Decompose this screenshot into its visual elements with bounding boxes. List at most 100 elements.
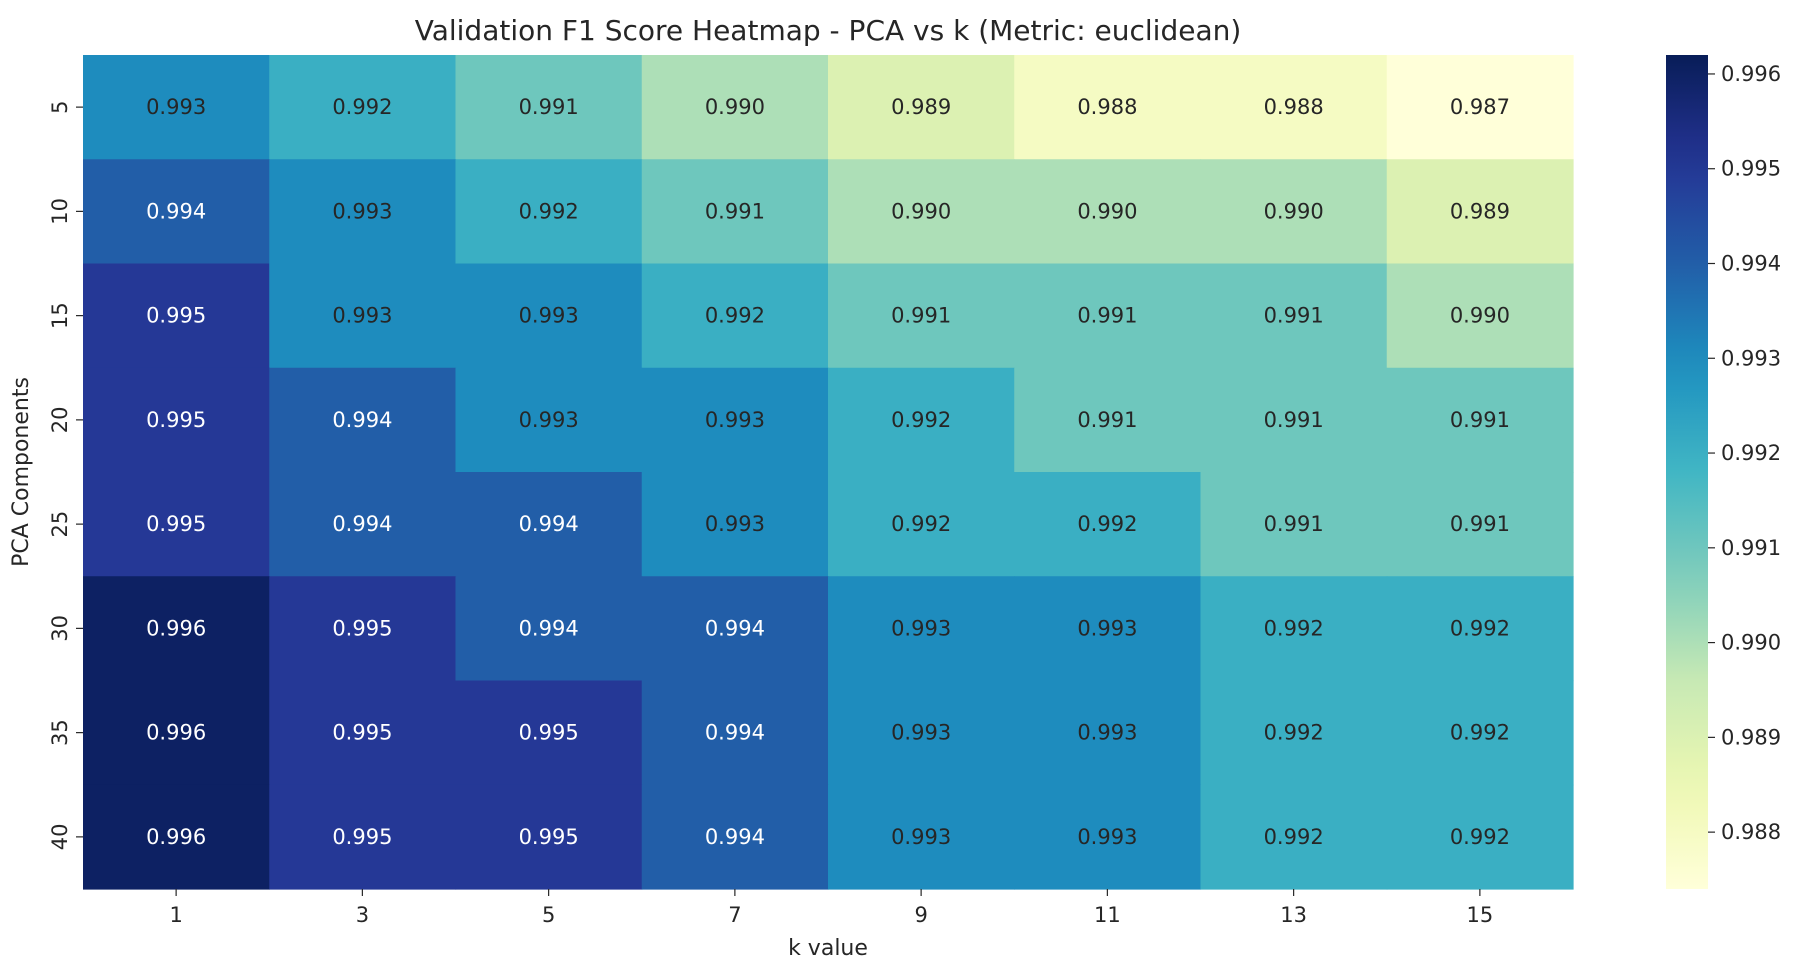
heatmap-cell	[1386, 55, 1574, 160]
cell-value-label: 0.991	[705, 199, 765, 223]
cell-value-label: 0.995	[146, 304, 206, 328]
heatmap-cell	[83, 55, 270, 160]
heatmap-cell	[828, 55, 1015, 160]
heatmap-cell	[1386, 784, 1574, 890]
x-tick-label: 15	[1467, 903, 1494, 927]
heatmap-cell	[641, 680, 829, 786]
colorbar-ticks: 0.988 0.989 0.990 0.991 0.992 0.993 0.994 0.995…	[1708, 62, 1781, 844]
heatmap-cell	[641, 784, 829, 890]
heatmap-cell	[1200, 576, 1388, 682]
x-tick-label: 5	[542, 903, 555, 927]
heatmap-cells: 0.993 0.992 0.991 0.990 0.989 0.988 0.988 0.987…	[83, 55, 1574, 890]
cell-value-label: 0.994	[519, 616, 579, 640]
y-tick-label: 15	[48, 302, 72, 329]
heatmap-cell	[1014, 55, 1202, 160]
heatmap-cell	[455, 784, 643, 890]
cell-value-label: 0.991	[1264, 304, 1324, 328]
heatmap-cell	[455, 367, 643, 473]
heatmap-cell	[1386, 367, 1574, 473]
colorbar-tick-label: 0.993	[1721, 346, 1781, 370]
heatmap-cell	[269, 367, 457, 473]
cell-value-label: 0.995	[519, 825, 579, 849]
heatmap-cell	[1386, 159, 1574, 265]
heatmap-cell	[1200, 367, 1388, 473]
heatmap-cell	[641, 55, 829, 160]
y-tick-label: 5	[48, 100, 72, 113]
cell-value-label: 0.993	[519, 408, 579, 432]
colorbar-tick-label: 0.990	[1721, 631, 1781, 655]
heatmap-cell	[1014, 263, 1202, 369]
heatmap-cell	[1386, 680, 1574, 786]
cell-value-label: 0.989	[891, 95, 951, 119]
heatmap-cell	[83, 472, 270, 577]
heatmap-cell	[641, 472, 829, 577]
cell-value-label: 0.993	[891, 721, 951, 745]
heatmap-cell	[1014, 680, 1202, 786]
cell-value-label: 0.992	[1264, 721, 1324, 745]
cell-value-label: 0.996	[146, 721, 206, 745]
cell-value-label: 0.991	[1264, 512, 1324, 536]
heatmap-cell	[455, 263, 643, 369]
cell-value-label: 0.988	[1264, 95, 1324, 119]
heatmap-cell	[83, 680, 270, 786]
y-tick-label: 35	[48, 719, 72, 746]
heatmap-cell	[269, 680, 457, 786]
cell-value-label: 0.992	[519, 199, 579, 223]
cell-value-label: 0.994	[332, 512, 392, 536]
heatmap-cell	[1014, 367, 1202, 473]
colorbar-tick-label: 0.995	[1721, 157, 1781, 181]
cell-value-label: 0.993	[332, 304, 392, 328]
heatmap-cell	[83, 263, 270, 369]
cell-value-label: 0.992	[1077, 512, 1137, 536]
cell-value-label: 0.990	[1450, 304, 1510, 328]
heatmap-cell	[455, 576, 643, 682]
heatmap-cell	[1386, 576, 1574, 682]
y-tick-label: 25	[48, 511, 72, 538]
cell-value-label: 0.993	[1077, 721, 1137, 745]
cell-value-label: 0.993	[891, 616, 951, 640]
cell-value-label: 0.994	[146, 199, 206, 223]
heatmap-cell	[1200, 680, 1388, 786]
cell-value-label: 0.996	[146, 616, 206, 640]
heatmap-cell	[455, 472, 643, 577]
cell-value-label: 0.992	[891, 408, 951, 432]
cell-value-label: 0.993	[519, 304, 579, 328]
chart-title: Validation F1 Score Heatmap - PCA vs k (…	[415, 14, 1242, 47]
colorbar-tick-label: 0.992	[1721, 441, 1781, 465]
heatmap-cell	[1014, 784, 1202, 890]
heatmap-cell	[828, 784, 1015, 890]
heatmap-cell	[641, 159, 829, 265]
heatmap-cell	[269, 263, 457, 369]
colorbar-tick-label: 0.996	[1721, 62, 1781, 86]
cell-value-label: 0.993	[1077, 616, 1137, 640]
heatmap-cell	[83, 784, 270, 890]
cell-value-label: 0.990	[705, 95, 765, 119]
cell-value-label: 0.993	[891, 825, 951, 849]
heatmap-cell	[1200, 55, 1388, 160]
colorbar-tick-label: 0.991	[1721, 536, 1781, 560]
heatmap-cell	[1200, 159, 1388, 265]
cell-value-label: 0.996	[146, 825, 206, 849]
cell-value-label: 0.994	[705, 825, 765, 849]
y-tick-label: 40	[48, 824, 72, 851]
colorbar-tick-label: 0.988	[1721, 820, 1781, 844]
heatmap-cell	[1014, 159, 1202, 265]
heatmap-cell	[828, 159, 1015, 265]
colorbar-gradient	[1666, 55, 1708, 889]
heatmap-cell	[828, 576, 1015, 682]
heatmap-cell	[1014, 576, 1202, 682]
heatmap-cell	[269, 784, 457, 890]
colorbar: 0.988 0.989 0.990 0.991 0.992 0.993 0.994 0.995…	[1666, 55, 1781, 889]
heatmap-cell	[1200, 784, 1388, 890]
x-tick-label: 7	[728, 903, 741, 927]
heatmap-cell	[83, 159, 270, 265]
cell-value-label: 0.993	[332, 199, 392, 223]
x-tick-label: 1	[169, 903, 182, 927]
heatmap-cell	[83, 367, 270, 473]
y-axis-ticks: 5 10 15 20 25 30 35 40	[48, 100, 83, 850]
cell-value-label: 0.995	[332, 721, 392, 745]
cell-value-label: 0.992	[1450, 721, 1510, 745]
y-axis-label: PCA Components	[9, 377, 34, 567]
colorbar-tick-label: 0.994	[1721, 252, 1781, 276]
cell-value-label: 0.988	[1077, 95, 1137, 119]
